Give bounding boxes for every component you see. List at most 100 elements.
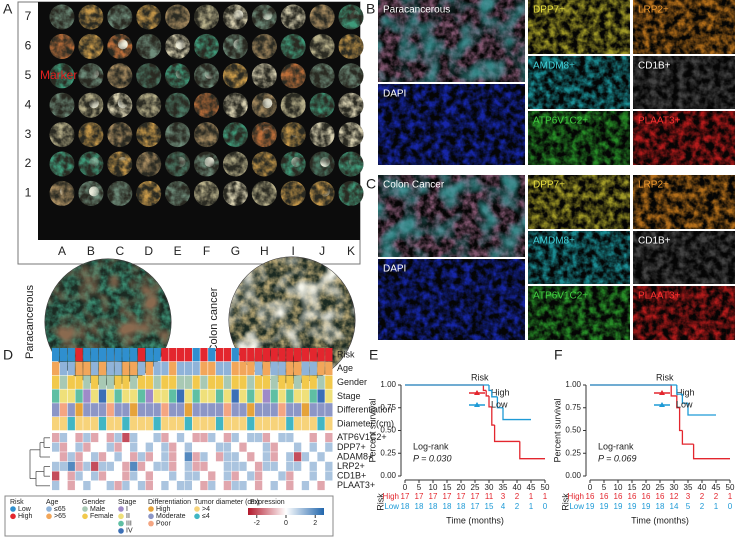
annotation-cell	[309, 375, 317, 389]
risk-table-title: Risk	[375, 493, 385, 511]
annotation-cell	[231, 348, 239, 362]
tissue-texture	[107, 122, 133, 148]
legend-marker	[659, 402, 665, 407]
x-tick-label: 45	[527, 483, 536, 492]
annotation-cell	[278, 403, 286, 417]
at-risk: 1	[714, 502, 719, 511]
gene-label: PLAAT3+	[337, 480, 375, 490]
core-label: Colon cancer	[208, 287, 220, 352]
annotation-cell	[231, 375, 239, 389]
heatmap-cell	[75, 433, 83, 443]
x-tick-label: 0	[403, 483, 408, 492]
annotation-cell	[325, 348, 333, 362]
heatmap-cell	[145, 471, 153, 481]
tissue-texture	[194, 33, 219, 59]
annotation-cell	[301, 417, 310, 431]
annotation-cell	[59, 403, 68, 417]
colorbar-label: -2	[254, 520, 260, 527]
panel-label: D	[3, 347, 13, 363]
annotation-cell	[122, 389, 130, 403]
heatmap-cell	[153, 442, 161, 452]
heatmap-cell	[200, 433, 208, 443]
column-label: A	[58, 244, 66, 258]
heatmap-cell	[176, 481, 185, 491]
annotation-cell	[137, 375, 146, 389]
annotation-cell	[293, 361, 302, 376]
heatmap-cell	[130, 461, 138, 471]
heatmap-cell	[293, 471, 302, 481]
heatmap-cell	[184, 471, 192, 481]
x-tick-label: 25	[471, 483, 480, 492]
heatmap-cell	[130, 481, 138, 491]
heatmap-cell	[145, 433, 153, 443]
micrograph-label: DPP7+	[533, 180, 565, 191]
risk-row-label: High	[568, 492, 584, 501]
heatmap-cell	[247, 461, 255, 471]
tissue-highlight	[204, 68, 215, 79]
annotation-cell	[98, 403, 107, 417]
heatmap-cell	[301, 433, 310, 443]
annotation-cell	[59, 361, 68, 376]
row-label: 3	[25, 127, 32, 141]
legend-label: ≤65	[54, 506, 66, 513]
survival-step	[519, 441, 545, 460]
column-label: E	[174, 244, 182, 258]
gene-label: ATP6V1C2+	[337, 432, 387, 442]
heatmap-cell	[301, 452, 310, 462]
tissue-texture	[165, 92, 191, 118]
tissue-highlight	[88, 157, 99, 167]
tissue-texture	[136, 180, 162, 206]
annotation-cell	[184, 403, 192, 417]
tissue-highlight	[175, 68, 186, 79]
legend-label: III	[126, 520, 132, 527]
at-risk: 17	[457, 492, 466, 501]
heatmap-cell	[239, 452, 247, 462]
row-label: 4	[25, 97, 32, 111]
heatmap-cell	[137, 433, 146, 443]
x-tick-label: 10	[614, 483, 623, 492]
heatmap-cell	[122, 452, 130, 462]
heatmap-cell	[98, 471, 107, 481]
survival-step	[692, 444, 730, 460]
micrograph-label: ATP6V1C2+	[533, 291, 588, 302]
annotation-cell	[215, 403, 224, 417]
heatmap-cell	[169, 481, 177, 491]
annotation-cell	[301, 389, 310, 403]
annotation-cell	[231, 389, 239, 403]
legend-title: Age	[46, 499, 59, 506]
heatmap-cell	[200, 442, 208, 452]
annotation-cell	[309, 348, 317, 362]
heatmap-cell	[254, 471, 263, 481]
annotation-cell	[192, 417, 200, 431]
heatmap-cell	[59, 481, 68, 491]
micrograph-signal	[633, 286, 735, 340]
annotation-cell	[67, 417, 75, 431]
micrograph-signal	[528, 286, 630, 340]
annotation-cell	[325, 417, 333, 431]
risk-row-label: Low	[569, 502, 584, 511]
annotation-cell	[145, 348, 153, 362]
legend-title: Risk	[471, 372, 489, 382]
heatmap-cell	[293, 442, 302, 452]
annotation-cell	[215, 417, 224, 431]
annotation-cell	[176, 348, 185, 362]
annotation-cell	[106, 348, 114, 362]
colorbar-label: 0	[284, 520, 288, 527]
annotation-cell	[161, 417, 169, 431]
heatmap-cell	[67, 433, 75, 443]
heatmap-cell	[59, 461, 68, 471]
heatmap-cell	[247, 442, 255, 452]
heatmap-cell	[301, 471, 310, 481]
micrograph-signal	[378, 0, 525, 82]
annotation-cell	[184, 361, 192, 376]
annotation-cell	[254, 348, 263, 362]
heatmap-cell	[52, 461, 60, 471]
x-tick-label: 15	[443, 483, 452, 492]
annotation-cell	[239, 417, 247, 431]
panel-label: C	[366, 176, 376, 192]
heatmap-cell	[309, 433, 317, 443]
heatmap-cell	[184, 452, 192, 462]
tissue-texture	[309, 92, 335, 118]
annotation-cell	[325, 361, 333, 376]
annotation-cell	[184, 375, 192, 389]
